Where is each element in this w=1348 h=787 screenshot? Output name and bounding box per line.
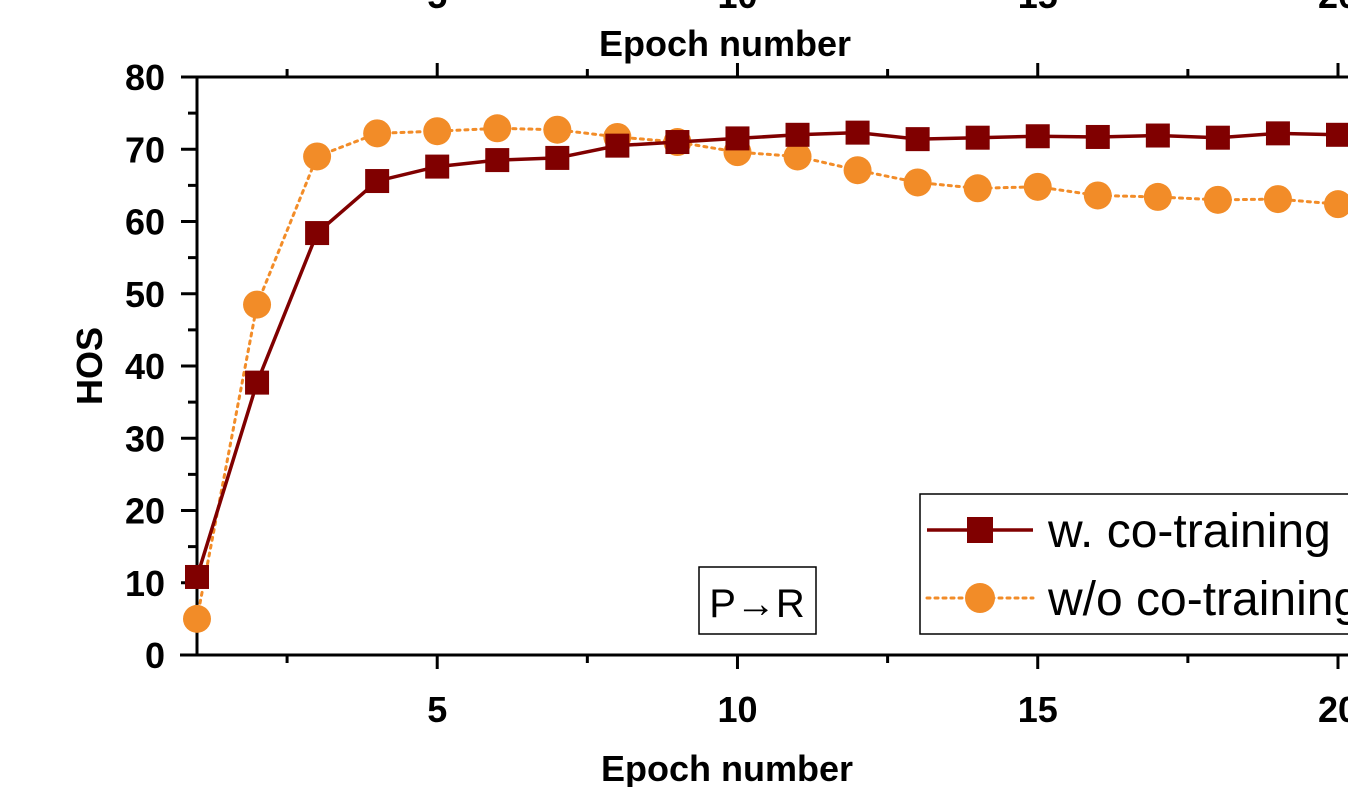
data-point-circle xyxy=(543,115,572,144)
top-x-tick-label: 5 xyxy=(427,0,447,16)
data-point-circle xyxy=(1263,185,1292,214)
data-point-square xyxy=(605,133,630,158)
y-tick-label: 40 xyxy=(125,346,165,387)
y-tick-label: 50 xyxy=(125,274,165,315)
top-x-tick-label: 15 xyxy=(1018,0,1058,16)
data-point-square xyxy=(1025,124,1050,149)
data-point-square xyxy=(1145,123,1170,148)
data-point-circle xyxy=(783,142,812,171)
annotation-label: P→R xyxy=(709,582,805,626)
data-point-circle xyxy=(903,168,932,197)
legend-label: w. co-training xyxy=(1047,505,1331,558)
data-point-circle xyxy=(843,156,872,185)
data-point-circle xyxy=(1324,190,1348,219)
data-point-circle xyxy=(1023,172,1052,201)
x-axis-title: Epoch number xyxy=(601,748,853,787)
data-point-square xyxy=(185,564,209,589)
series-layer xyxy=(183,114,1348,633)
data-point-circle xyxy=(363,119,392,148)
tick-labels: 0 10 20 30 40 50 60 70 80 5 5 10 10 15 15 20 20 xyxy=(125,0,1348,730)
tick-marks xyxy=(181,63,1340,669)
y-tick-label: 70 xyxy=(125,129,165,170)
x-tick-label: 15 xyxy=(1018,689,1058,730)
y-tick-label: 60 xyxy=(125,202,165,243)
x-tick-label: 5 xyxy=(427,689,447,730)
data-point-square xyxy=(725,126,750,151)
data-point-circle xyxy=(303,142,332,171)
data-point-circle xyxy=(243,290,272,319)
legend-marker-circle xyxy=(965,583,995,613)
data-point-square xyxy=(245,370,270,395)
x-tick-label: 10 xyxy=(717,689,757,730)
data-point-circle xyxy=(423,117,452,146)
legend-marker-square xyxy=(967,517,993,543)
data-point-square xyxy=(485,148,510,173)
data-point-square xyxy=(545,145,570,170)
data-point-square xyxy=(425,154,450,179)
data-point-square xyxy=(1326,122,1348,147)
y-axis-title: HOS xyxy=(69,327,110,405)
y-tick-label: 30 xyxy=(125,418,165,459)
top-x-tick-label: 10 xyxy=(717,0,757,16)
annotation-box: P→R xyxy=(698,566,817,635)
data-point-circle xyxy=(1143,182,1172,211)
data-point-square xyxy=(845,120,870,145)
top-x-tick-label: 20 xyxy=(1318,0,1348,16)
data-point-square xyxy=(365,169,390,194)
x-tick-label: 20 xyxy=(1318,689,1348,730)
data-point-square xyxy=(1265,121,1290,146)
data-point-square xyxy=(965,125,990,150)
data-point-circle xyxy=(483,114,512,143)
y-tick-label: 0 xyxy=(145,635,165,676)
data-point-square xyxy=(1085,124,1110,149)
data-point-square xyxy=(1205,125,1230,150)
data-point-circle xyxy=(183,604,211,633)
data-point-square xyxy=(305,221,330,246)
data-point-square xyxy=(665,130,690,155)
data-point-circle xyxy=(1083,181,1112,210)
data-point-circle xyxy=(1203,185,1232,214)
data-point-square xyxy=(785,122,810,147)
y-tick-label: 10 xyxy=(125,563,165,604)
top-x-axis-title: Epoch number xyxy=(599,23,851,64)
legend: w. co-training w/o co-training xyxy=(919,493,1348,635)
y-tick-label: 20 xyxy=(125,491,165,532)
data-point-circle xyxy=(963,174,992,203)
y-tick-label: 80 xyxy=(125,57,165,98)
legend-label: w/o co-training xyxy=(1047,573,1348,626)
data-point-square xyxy=(905,127,930,152)
